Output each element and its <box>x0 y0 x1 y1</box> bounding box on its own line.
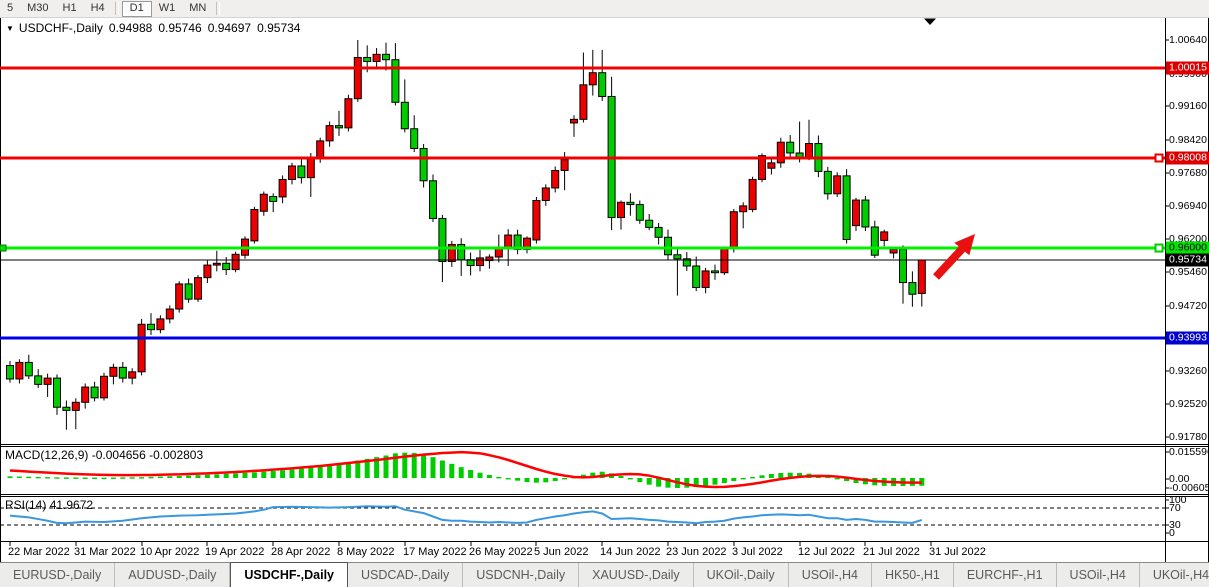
hline-handle-green-right[interactable] <box>1154 243 1164 253</box>
date-axis-label: 12 Jul 2022 <box>798 546 855 558</box>
price-axis-label: 0.98420 <box>1169 134 1207 146</box>
tab-usdcad-daily[interactable]: USDCAD-,Daily <box>348 563 464 587</box>
timeframe-toolbar: 5 M30 H1 H4 D1 W1 MN <box>0 0 1209 18</box>
macd-axis-label: -0.006055 <box>1169 482 1209 494</box>
macd-indicator-label: MACD(12,26,9) -0.004656 -0.002803 <box>5 448 204 462</box>
tab-audusd-daily[interactable]: AUDUSD-,Daily <box>115 563 231 587</box>
ohlc-close: 0.95734 <box>257 21 301 35</box>
ohlc-low: 0.94697 <box>207 21 252 35</box>
chart-frame <box>0 17 1209 563</box>
trend-arrow-annotation[interactable] <box>933 234 975 280</box>
tab-ukoil-h4[interactable]: UKOil-,H4 <box>1140 563 1209 587</box>
date-axis-label: 8 May 2022 <box>337 546 395 558</box>
rsi-axis-label: 0 <box>1169 527 1175 539</box>
timeframe-button-MN[interactable]: MN <box>189 2 207 14</box>
price-axis-label: 0.93260 <box>1169 365 1207 377</box>
toolbar-separator <box>114 2 119 15</box>
timeframe-button-H4[interactable]: H4 <box>90 2 105 14</box>
price-axis-label: 0.99160 <box>1169 100 1207 112</box>
ohlc-high: 0.95746 <box>158 21 202 35</box>
date-axis-label: 22 Mar 2022 <box>8 546 70 558</box>
tab-xauusd-daily[interactable]: XAUUSD-,Daily <box>579 563 694 587</box>
price-axis-label: 0.97680 <box>1169 167 1207 179</box>
candlestick-series <box>6 39 926 430</box>
tab-usdchf-daily[interactable]: USDCHF-,Daily <box>230 562 348 587</box>
rsi-axis-label: 70 <box>1169 502 1181 514</box>
chart-shift-marker-icon[interactable] <box>924 18 936 26</box>
toolbar-separator <box>216 2 221 15</box>
date-axis-label: 14 Jun 2022 <box>600 546 661 558</box>
macd-axis-label: 0.015596 <box>1169 446 1209 458</box>
date-axis-label: 31 Mar 2022 <box>74 546 136 558</box>
rsi-line <box>9 505 923 525</box>
date-axis-label: 31 Jul 2022 <box>929 546 986 558</box>
price-axis-label: 0.95460 <box>1169 266 1207 278</box>
timeframe-button-M30[interactable]: M30 <box>27 2 49 14</box>
timeframe-button-H1[interactable]: H1 <box>62 2 77 14</box>
price-axis-label: 1.00015 <box>1166 61 1209 75</box>
hline-handle-red-right[interactable] <box>1154 153 1164 163</box>
tab-eurchf-h1[interactable]: EURCHF-,H1 <box>954 563 1057 587</box>
price-axis-label: 0.98008 <box>1166 151 1209 165</box>
timeframe-button-D1[interactable]: D1 <box>121 0 152 17</box>
price-axis-label: 0.94720 <box>1169 300 1207 312</box>
tab-usoil-h4[interactable]: USOil-,H4 <box>1057 563 1140 587</box>
price-axis-label: 0.95734 <box>1166 253 1209 267</box>
chart-title: ▼ USDCHF-,Daily 0.94988 0.95746 0.94697 … <box>6 21 300 35</box>
rsi-indicator-label: RSI(14) 41.9672 <box>5 498 94 512</box>
hline-handle-green-left[interactable] <box>0 244 7 252</box>
tab-ukoil-daily[interactable]: UKOil-,Daily <box>694 563 789 587</box>
tab-usoil-h4[interactable]: USOil-,H4 <box>789 563 872 587</box>
chart-symbol-label: USDCHF-,Daily <box>18 21 103 35</box>
timeframe-button-5[interactable]: 5 <box>7 2 14 14</box>
price-axis-label: 0.96940 <box>1169 200 1207 212</box>
price-axis-label: 0.92520 <box>1169 398 1207 410</box>
tab-eurusd-daily[interactable]: EURUSD-,Daily <box>0 563 116 587</box>
date-axis-label: 3 Jul 2022 <box>732 546 783 558</box>
symbol-tabbar: EURUSD-,Daily AUDUSD-,Daily USDCHF-,Daily U… <box>0 562 1209 587</box>
date-axis-label: 10 Apr 2022 <box>140 546 200 558</box>
tab-hk50-h1[interactable]: HK50-,H1 <box>872 563 954 587</box>
date-axis-label: 23 Jun 2022 <box>666 546 727 558</box>
price-axis-label: 0.91780 <box>1169 431 1207 443</box>
date-axis-label: 26 May 2022 <box>469 546 533 558</box>
date-axis-label: 19 Apr 2022 <box>205 546 265 558</box>
timeframe-button-W1[interactable]: W1 <box>158 2 176 14</box>
date-axis-label: 21 Jul 2022 <box>863 546 920 558</box>
chevron-down-icon[interactable]: ▼ <box>6 23 14 33</box>
ohlc-open: 0.94988 <box>108 21 153 35</box>
date-axis-label: 17 May 2022 <box>403 546 467 558</box>
date-axis-label: 28 Apr 2022 <box>271 546 331 558</box>
date-axis-label: 5 Jun 2022 <box>534 546 589 558</box>
price-axis-label: 1.00640 <box>1169 34 1207 46</box>
tab-usdcnh-daily[interactable]: USDCNH-,Daily <box>463 563 580 587</box>
price-axis-label: 0.93993 <box>1166 331 1209 345</box>
